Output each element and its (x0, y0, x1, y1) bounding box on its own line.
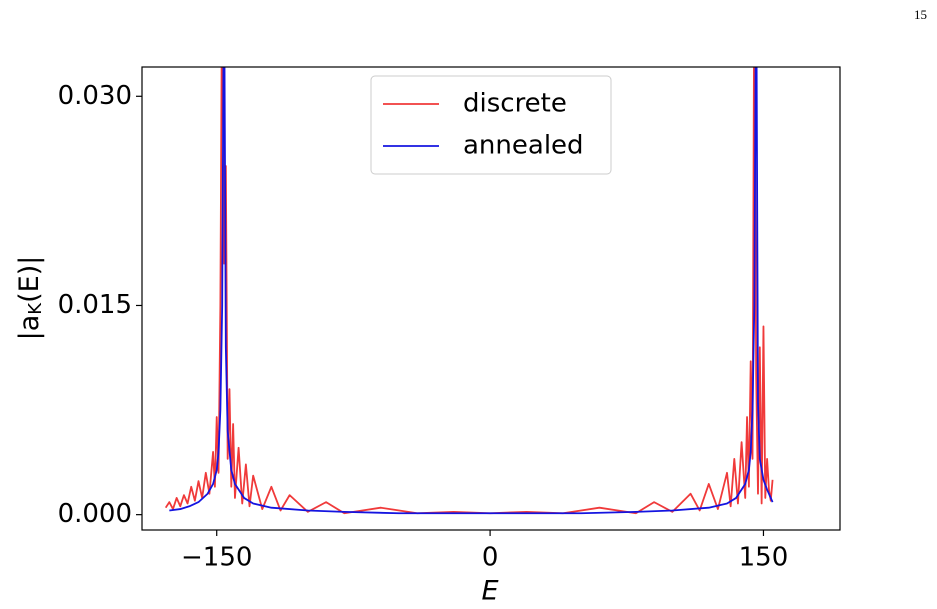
legend-box (370, 75, 612, 175)
y-label-part: |a (14, 315, 45, 341)
legend-label: discrete (463, 89, 567, 119)
y-tick-label: 0.030 (58, 81, 132, 111)
legend-label: annealed (463, 131, 584, 161)
data-line (169, 67, 774, 515)
x-tick-label: −150 (181, 543, 252, 573)
x-axis-label: E (481, 576, 498, 607)
page-number: 15 (914, 7, 927, 22)
y-label-part: (E)| (14, 256, 45, 303)
data-line (164, 67, 774, 515)
y-label-sub: K (25, 302, 46, 315)
x-tick-label: 150 (739, 543, 789, 573)
y-tick-label: 0.015 (58, 290, 132, 320)
plot-area (164, 67, 774, 515)
y-tick-label: 0.000 (58, 499, 132, 529)
axes-frame (141, 66, 841, 531)
y-axis-label: |aK(E)| (14, 256, 47, 341)
x-tick-label: 0 (482, 543, 499, 573)
legend: discrete annealed (370, 75, 612, 175)
